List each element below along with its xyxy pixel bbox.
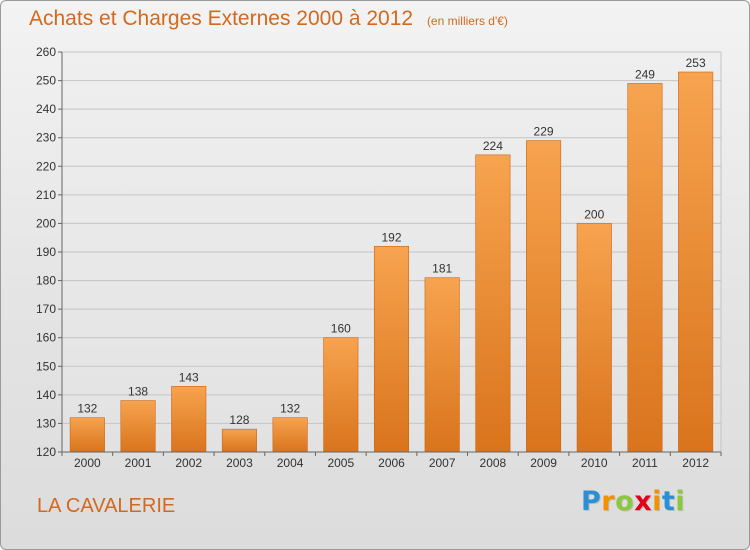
bar [272, 417, 308, 453]
bar [576, 223, 612, 453]
logo-letter: r [601, 486, 616, 517]
x-axis: 2000 2001 2002 2003 2004 2005 2006 2007 2008 2009… [61, 451, 722, 470]
x-tick-label: 2009 [530, 456, 557, 470]
x-tick-label: 2004 [277, 456, 304, 470]
data-label: 249 [635, 67, 655, 81]
bar [627, 83, 663, 453]
bar [373, 245, 410, 453]
y-axis: 120 130 140 150 160 170 180 190 200 210 220 230 240 2… [36, 45, 63, 459]
data-label: 200 [584, 207, 604, 221]
bar [221, 428, 257, 453]
bar [120, 400, 156, 453]
x-tick-label: 2000 [74, 456, 101, 470]
bar [323, 337, 359, 453]
x-tick-label: 2010 [581, 456, 608, 470]
x-tick-label: 2002 [175, 456, 202, 470]
logo-letter: i [652, 486, 662, 517]
bar [69, 417, 105, 453]
data-labels: 132 138 143 128 132 160 192 181 224 229 200 249 253 [77, 56, 706, 427]
bar [526, 140, 562, 453]
data-label: 128 [229, 413, 249, 427]
chart-title: Achats et Charges Externes 2000 à 2012 (… [29, 7, 508, 31]
data-label: 143 [179, 370, 199, 384]
proxiti-logo: Proxiti [581, 486, 685, 517]
y-tick-label: 170 [36, 302, 56, 316]
x-tick-label: 2008 [480, 456, 507, 470]
x-tick-label: 2005 [327, 456, 354, 470]
data-label: 132 [280, 402, 300, 416]
y-tick-label: 220 [36, 159, 56, 173]
logo-letter: t [661, 486, 676, 517]
data-label: 160 [331, 322, 351, 336]
y-tick-label: 180 [36, 274, 56, 288]
y-tick-label: 260 [36, 45, 56, 59]
y-tick-label: 130 [36, 416, 56, 430]
x-tick-label: 2011 [632, 456, 658, 470]
y-tick-label: 120 [36, 445, 56, 459]
y-tick-label: 160 [36, 331, 56, 345]
x-tick-label: 2003 [226, 456, 253, 470]
x-tick-label: 2006 [378, 456, 405, 470]
chart-title-text: Achats et Charges Externes 2000 à 2012 [29, 7, 414, 30]
bar [475, 154, 511, 453]
logo-letter: i [675, 486, 686, 517]
x-tick-label: 2012 [682, 456, 709, 470]
chart-subtitle: (en milliers d'€) [426, 14, 508, 28]
bar [424, 277, 460, 453]
logo-letter: o [615, 486, 635, 517]
x-tick-label: 2001 [125, 456, 152, 470]
y-tick-label: 250 [36, 74, 56, 88]
x-tick-label: 2007 [429, 456, 456, 470]
logo-letter: x [634, 486, 653, 517]
commune-name: LA CAVALERIE [37, 495, 176, 517]
y-tick-label: 240 [36, 102, 56, 116]
y-tick-label: 230 [36, 131, 56, 145]
y-tick-label: 200 [36, 216, 56, 230]
data-label: 181 [432, 262, 452, 276]
data-label: 192 [381, 230, 401, 244]
y-tick-label: 140 [36, 388, 56, 402]
bars [69, 71, 714, 453]
y-tick-label: 210 [36, 188, 56, 202]
logo-letter: P [581, 486, 602, 517]
data-label: 132 [77, 402, 97, 416]
y-tick-label: 190 [36, 245, 56, 259]
bar [678, 71, 714, 453]
data-label: 224 [483, 139, 503, 153]
data-label: 229 [534, 125, 554, 139]
bar [171, 385, 207, 453]
y-tick-label: 150 [36, 359, 56, 373]
data-label: 253 [686, 56, 706, 70]
data-label: 138 [128, 385, 148, 399]
